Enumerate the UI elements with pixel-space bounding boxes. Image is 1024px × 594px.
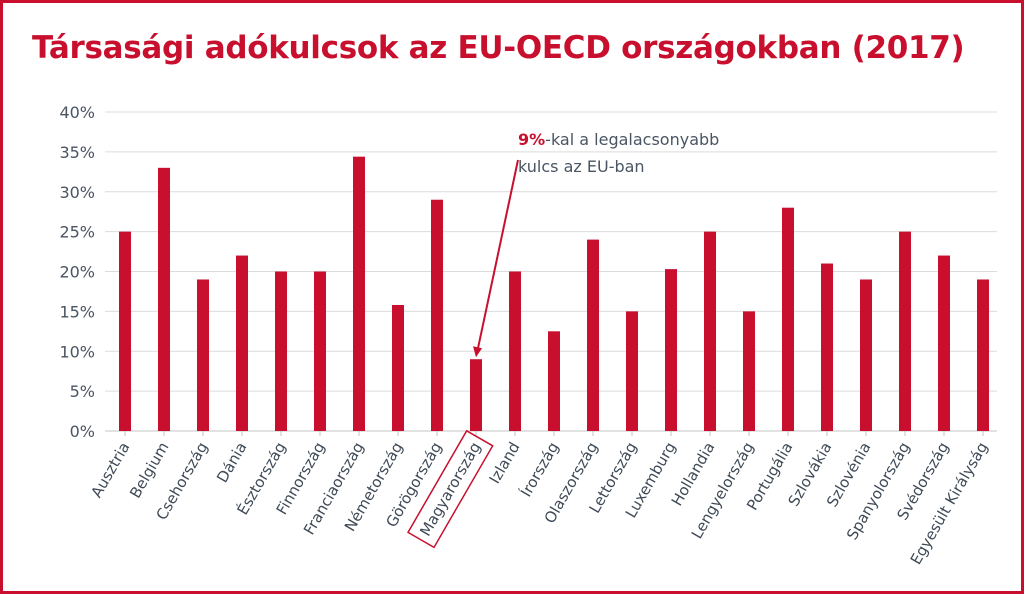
x-tick-label: Dánia bbox=[213, 439, 250, 486]
bar bbox=[431, 199, 443, 431]
y-tick-label: 15% bbox=[59, 302, 95, 321]
y-tick-label: 35% bbox=[59, 143, 95, 162]
annotation-line-2: kulcs az EU-ban bbox=[518, 157, 645, 176]
x-tick-label: Izland bbox=[486, 439, 524, 487]
bar bbox=[275, 271, 287, 431]
annotation-arrow bbox=[477, 159, 519, 349]
y-tick-label: 5% bbox=[70, 382, 95, 401]
bar bbox=[782, 207, 794, 431]
annotation-text: -kal a legalacsonyabb bbox=[545, 130, 719, 149]
bar bbox=[665, 269, 677, 431]
bar bbox=[899, 231, 911, 431]
bar bbox=[860, 279, 872, 431]
y-tick-label: 10% bbox=[59, 342, 95, 361]
bar bbox=[587, 239, 599, 431]
bar bbox=[353, 156, 365, 431]
bar bbox=[392, 304, 404, 431]
bar bbox=[158, 167, 170, 431]
bar bbox=[509, 271, 521, 431]
highlight-box bbox=[406, 429, 494, 549]
bar bbox=[938, 255, 950, 431]
bar bbox=[821, 263, 833, 431]
annotation-line-1: 9%-kal a legalacsonyabb bbox=[518, 130, 719, 149]
bar bbox=[314, 271, 326, 431]
bar bbox=[977, 279, 989, 431]
bar bbox=[743, 311, 755, 431]
chart-title: Társasági adókulcsok az EU-OECD országok… bbox=[32, 30, 965, 66]
bar bbox=[626, 311, 638, 431]
bar bbox=[197, 279, 209, 431]
y-tick-label: 40% bbox=[59, 103, 95, 122]
bar bbox=[548, 331, 560, 431]
arrow-head bbox=[473, 346, 482, 358]
y-tick-label: 30% bbox=[59, 183, 95, 202]
bar bbox=[470, 359, 482, 431]
annotation-highlight: 9% bbox=[518, 130, 545, 149]
y-tick-label: 0% bbox=[70, 422, 95, 441]
bar bbox=[704, 231, 716, 431]
y-tick-label: 20% bbox=[59, 263, 95, 282]
bar bbox=[236, 255, 248, 431]
bar bbox=[119, 231, 131, 431]
y-tick-label: 25% bbox=[59, 223, 95, 242]
